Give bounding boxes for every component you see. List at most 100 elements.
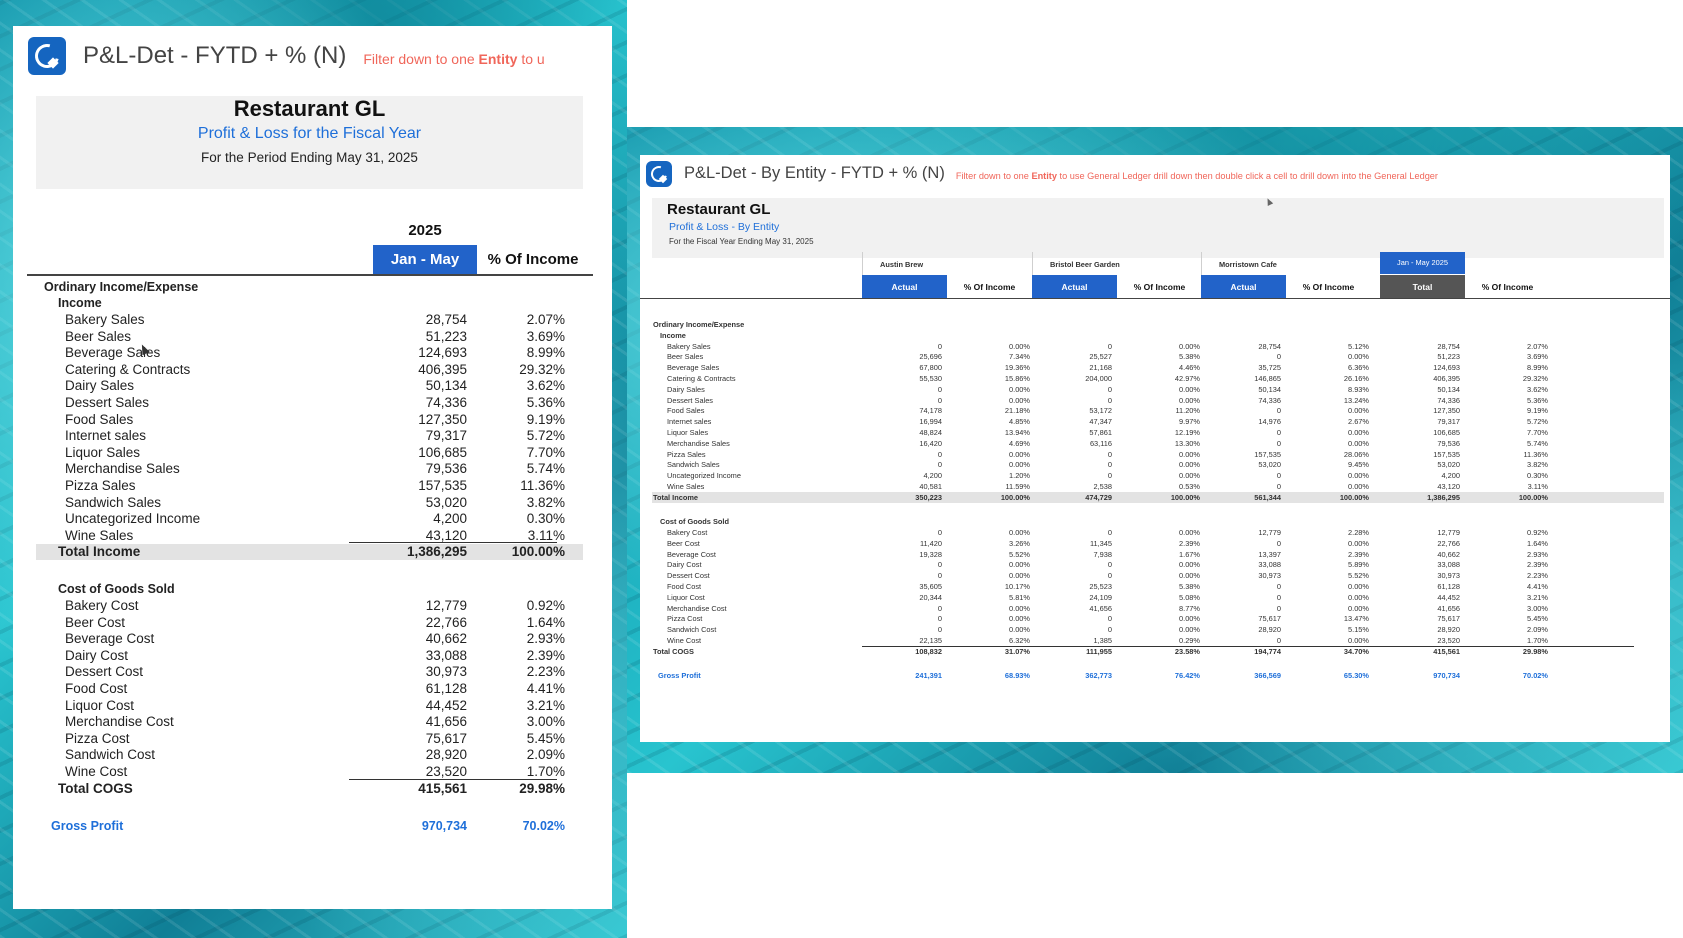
income-value[interactable]: 0.00%	[1179, 384, 1200, 394]
income-value[interactable]: 9.45%	[1348, 460, 1369, 470]
income-value[interactable]: 57,861	[1089, 427, 1112, 437]
income-value[interactable]: 0.00%	[1009, 395, 1030, 405]
total_income-value[interactable]: 1,386,295	[1427, 492, 1460, 502]
cogs-value[interactable]: 0.00%	[1009, 614, 1030, 624]
income-label[interactable]: Merchandise Sales	[667, 438, 730, 448]
income-row-pct[interactable]: 5.72%	[526, 428, 565, 444]
cogs-row-label[interactable]: Food Cost	[65, 681, 128, 696]
cogs-value[interactable]: 3.00%	[1527, 603, 1548, 613]
gross-profit-value[interactable]: 362,773	[1085, 671, 1112, 680]
income-label[interactable]: Liquor Sales	[667, 427, 709, 437]
cogs-value[interactable]: 1.70%	[1527, 636, 1548, 645]
income-value[interactable]: 29.32%	[1522, 373, 1548, 383]
income-row-pct[interactable]: 29.32%	[519, 361, 565, 377]
gross-profit-label[interactable]: Gross Profit	[51, 819, 124, 833]
income-value[interactable]: 26.16%	[1343, 373, 1369, 383]
income-value[interactable]: 0.00%	[1348, 406, 1369, 416]
app-logo-icon[interactable]	[28, 37, 66, 75]
income-row-label[interactable]: Catering & Contracts	[65, 361, 191, 377]
cogs-value[interactable]: 1.64%	[1527, 538, 1548, 548]
gross-profit-value[interactable]: 970,734	[1433, 671, 1460, 680]
income-value[interactable]: 3.11%	[1527, 481, 1548, 491]
total_income-value[interactable]: 100.00%	[1518, 492, 1548, 502]
cogs-value[interactable]: 11,420	[919, 538, 942, 548]
income-value[interactable]: 63,116	[1089, 438, 1112, 448]
income-value[interactable]: 0.00%	[1179, 460, 1200, 470]
income-value[interactable]: 55,530	[919, 373, 942, 383]
income-value[interactable]: 40,581	[919, 481, 942, 491]
income-value[interactable]: 406,395	[1433, 373, 1460, 383]
income-value[interactable]: 4,200	[1441, 471, 1461, 481]
income-value[interactable]: 74,336	[1437, 395, 1460, 405]
gross-profit-label[interactable]: Gross Profit	[658, 671, 701, 680]
cogs-label[interactable]: Pizza Cost	[667, 614, 703, 624]
income-row-pct[interactable]: 11.36%	[520, 478, 565, 493]
income-value[interactable]: 21,168	[1089, 363, 1112, 373]
income-value[interactable]: 0	[1107, 395, 1112, 405]
cogs-value[interactable]: 3.21%	[1527, 592, 1548, 602]
cogs-value[interactable]: 40,662	[1437, 549, 1460, 559]
income-value[interactable]: 0	[1276, 406, 1281, 416]
cogs-value[interactable]: 41,656	[1089, 603, 1112, 613]
cogs-value[interactable]: 0	[1276, 538, 1281, 548]
income-value[interactable]: 7.70%	[1527, 427, 1548, 437]
cogs-row-value[interactable]: 41,656	[425, 714, 467, 730]
cogs-value[interactable]: 13.47%	[1343, 614, 1369, 624]
income-row-pct[interactable]: 5.36%	[526, 395, 565, 410]
cogs-value[interactable]: 24,109	[1089, 592, 1112, 602]
income-row-value[interactable]: 79,536	[425, 461, 467, 477]
cogs-value[interactable]: 61,128	[1437, 582, 1460, 591]
total_cogs-value[interactable]: 111,955	[1086, 646, 1112, 656]
income-value[interactable]: 3.82%	[1527, 460, 1548, 470]
income-value[interactable]: 0.00%	[1179, 471, 1200, 481]
income-value[interactable]: 0.00%	[1348, 438, 1369, 448]
cogs-value[interactable]: 0	[1107, 560, 1112, 570]
cogs-label[interactable]: Beer Cost	[667, 538, 700, 548]
income-value[interactable]: 0	[937, 460, 942, 470]
cogs-label[interactable]: Merchandise Cost	[667, 603, 727, 613]
income-value[interactable]: 5.72%	[1527, 417, 1548, 427]
cogs-value[interactable]: 0.00%	[1009, 603, 1030, 613]
column-header-pct[interactable]: % Of Income	[1302, 281, 1355, 292]
total_income-value[interactable]: 350,223	[915, 492, 942, 502]
income-value[interactable]: 12.19%	[1174, 427, 1200, 437]
cogs-value[interactable]: 19,328	[919, 549, 942, 559]
column-header-jan-may[interactable]: Jan - May	[373, 245, 477, 274]
income-row-value[interactable]: 53,020	[425, 494, 467, 510]
income-label[interactable]: Dairy Sales	[667, 384, 705, 394]
total_income-value[interactable]: 100.00%	[1339, 492, 1369, 502]
column-header-pct[interactable]: % Of Income	[1481, 281, 1534, 292]
cogs-row-pct[interactable]: 2.09%	[526, 747, 565, 763]
cogs-value[interactable]: 0	[1276, 603, 1281, 613]
income-value[interactable]: 19.36%	[1004, 363, 1030, 373]
cogs-value[interactable]: 1.67%	[1179, 549, 1200, 559]
income-value[interactable]: 0.00%	[1348, 471, 1369, 481]
cogs-value[interactable]: 22,135	[919, 636, 942, 645]
income-value[interactable]: 2.67%	[1348, 417, 1369, 427]
income-value[interactable]: 9.19%	[1527, 406, 1548, 416]
cogs-value[interactable]: 5.89%	[1348, 560, 1369, 570]
income-value[interactable]: 50,134	[1437, 384, 1460, 394]
cogs-label[interactable]: Bakery Cost	[667, 528, 708, 537]
cogs-label[interactable]: Dairy Cost	[667, 560, 702, 570]
cogs-row-label[interactable]: Sandwich Cost	[65, 747, 156, 763]
cogs-value[interactable]: 33,088	[1258, 560, 1281, 570]
column-header-actual[interactable]: Actual	[1032, 275, 1117, 298]
income-value[interactable]: 74,178	[919, 406, 942, 416]
income-row-pct[interactable]: 3.69%	[526, 328, 565, 344]
income-row-label[interactable]: Food Sales	[65, 411, 134, 427]
income-row-pct[interactable]: 5.74%	[526, 461, 565, 477]
cogs-label[interactable]: Dessert Cost	[667, 571, 710, 581]
income-value[interactable]: 28,754	[1258, 341, 1281, 351]
income-value[interactable]: 67,800	[919, 363, 942, 373]
income-row-value[interactable]: 50,134	[425, 378, 467, 394]
income-row-pct[interactable]: 3.11%	[527, 527, 565, 543]
income-row-label[interactable]: Sandwich Sales	[65, 494, 162, 510]
cogs-value[interactable]: 0.00%	[1348, 603, 1369, 613]
total_cogs-value[interactable]: 23.58%	[1174, 646, 1200, 656]
cogs-row-value[interactable]: 23,520	[425, 764, 467, 779]
gross-profit-value[interactable]: 65.30%	[1343, 671, 1369, 680]
cogs-row-value[interactable]: 33,088	[425, 647, 467, 663]
income-row-value[interactable]: 43,120	[425, 527, 467, 543]
cogs-value[interactable]: 35,605	[919, 582, 942, 591]
